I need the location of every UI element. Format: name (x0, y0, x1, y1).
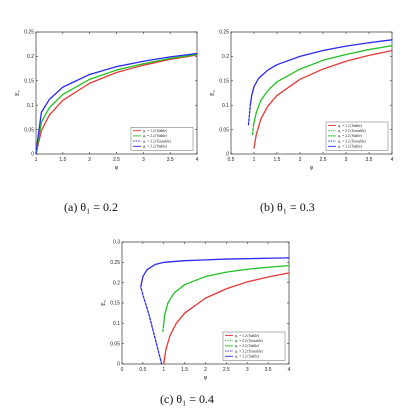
legend-box (222, 331, 286, 361)
series-line (253, 49, 393, 149)
y-tick-label: 0.05 (110, 341, 120, 347)
legend-label: φ₁ = 3.2 (Stable) (235, 355, 260, 359)
x-axis-label: φ (115, 165, 119, 171)
x-tick-label: 2 (88, 157, 91, 163)
legend-label: φ₁ = 2.2 (Stable) (235, 344, 260, 348)
x-tick-label: 2.5 (113, 157, 120, 163)
chart-panel-a: 1 1.5 2 2.5 3 3.5 4 0 0.05 0.1 0.15 0.2 0.25 φ E₀ φ₁ = … (14, 28, 200, 174)
x-tick-label: 1 (253, 157, 256, 163)
chart-panel-b: 0.5 1 1.5 2 2.5 3 3.5 4 0 0.05 0.1 0.15 0.2 0.25 φ E₀ φ₁… (209, 28, 395, 174)
y-tick-label: 0.3 (113, 240, 120, 246)
legend-label: φ₁ = 3.2 (Unstable) (143, 139, 172, 143)
x-tick-label: 3 (142, 157, 145, 163)
x-axis-label: φ (204, 375, 208, 381)
x-tick-label: 1 (35, 157, 38, 163)
y-tick-label: 0 (226, 152, 229, 158)
legend-label: φ₁ = 3.2 (Stable) (338, 145, 363, 149)
x-tick-label: 4 (391, 157, 394, 163)
legend-label: φ₁ = 2.2 (Unstable) (338, 129, 367, 133)
legend-label: φ₁ = 1.2 (Stable) (338, 124, 363, 128)
legend-label: φ₁ = 1.2 (Stable) (235, 334, 260, 338)
x-tick-label: 0.5 (139, 367, 146, 373)
caption-a: (a) θ₁ = 0.2 (64, 200, 119, 214)
y-tick-label: 0.2 (113, 280, 120, 286)
legend-label: φ₁ = 1.2 (Stable) (143, 129, 168, 133)
x-tick-label: 1.5 (181, 367, 188, 373)
x-tick-label: 1.5 (59, 157, 66, 163)
x-tick-label: 0 (121, 367, 124, 373)
x-tick-label: 1 (162, 367, 165, 373)
series-line (35, 53, 198, 155)
x-tick-label: 2 (204, 367, 207, 373)
x-tick-label: 3 (345, 157, 348, 163)
y-tick-label: 0.1 (113, 321, 120, 327)
y-tick-label: 0.2 (27, 54, 34, 60)
legend-box (325, 121, 389, 151)
plot-frame (230, 31, 393, 155)
series-line (251, 124, 255, 136)
legend-label: φ₁ = 3.2 (Unstable) (235, 349, 264, 353)
series-line (247, 104, 251, 126)
y-tick-label: 0.2 (222, 54, 229, 60)
y-tick-label: 0 (31, 152, 34, 158)
chart-a-svg: 1 1.5 2 2.5 3 3.5 4 0 0.05 0.1 0.15 0.2 0.25 φ E₀ φ₁ = … (15, 30, 199, 171)
x-tick-label: 3.5 (265, 367, 272, 373)
y-tick-label: 0.05 (24, 127, 34, 133)
x-tick-label: 2 (299, 157, 302, 163)
y-tick-label: 0.1 (27, 103, 34, 109)
y-axis-label: E₀ (101, 300, 107, 306)
legend-box (130, 126, 194, 151)
series-line (35, 143, 38, 155)
legend-label: φ₁ = 3.2 (Unstable) (338, 139, 367, 143)
x-tick-label: 3.5 (167, 157, 174, 163)
x-tick-label: 2.5 (223, 367, 230, 373)
series-line (140, 286, 163, 365)
x-tick-label: 2.5 (320, 157, 327, 163)
series-line (162, 264, 290, 329)
x-axis-label: φ (310, 165, 314, 171)
y-axis-label: E₀ (15, 90, 21, 96)
y-tick-label: 0.15 (219, 79, 229, 85)
series-line (163, 272, 290, 365)
y-tick-label: 0.05 (219, 127, 229, 133)
chart-panel-c: 0 0.5 1 1.5 2 2.5 3 3.5 4 0 0.05 0.1 0.15 0.2 0.25 0.3 φ… (100, 238, 292, 384)
series-line (249, 39, 393, 106)
x-tick-label: 3 (246, 367, 249, 373)
x-tick-label: 0.5 (228, 157, 235, 163)
series-line (140, 257, 290, 288)
caption-c: (c) θ₁ = 0.4 (160, 392, 215, 406)
chart-b-svg: 0.5 1 1.5 2 2.5 3 3.5 4 0 0.05 0.1 0.15 0.2 0.25 φ E₀ φ₁… (210, 30, 394, 171)
legend-label: φ₁ = 2.2 (Stable) (338, 134, 363, 138)
y-tick-label: 0.25 (24, 30, 34, 36)
series-line (35, 54, 198, 155)
caption-b: (b) θ₁ = 0.3 (260, 200, 315, 214)
y-axis-label: E₀ (210, 90, 216, 96)
x-tick-label: 3.5 (366, 157, 373, 163)
series-line (252, 45, 393, 126)
y-tick-label: 0.25 (219, 30, 229, 36)
x-tick-label: 4 (196, 157, 199, 163)
series-line (36, 52, 198, 145)
y-tick-label: 0.15 (110, 301, 120, 307)
y-tick-label: 0.25 (110, 260, 120, 266)
x-tick-label: 1.5 (274, 157, 281, 163)
legend-label: φ₁ = 2.2 (Unstable) (235, 339, 264, 343)
chart-c-svg: 0 0.5 1 1.5 2 2.5 3 3.5 4 0 0.05 0.1 0.15 0.2 0.25 0.3 φ… (101, 240, 291, 381)
y-tick-label: 0.1 (222, 103, 229, 109)
y-tick-label: 0.15 (24, 79, 34, 85)
legend-label: φ₁ = 3.2 (Stable) (143, 145, 168, 149)
x-tick-label: 4 (288, 367, 291, 373)
y-tick-label: 0 (117, 362, 120, 368)
legend-label: φ₁ = 2.2 (Stable) (143, 134, 168, 138)
